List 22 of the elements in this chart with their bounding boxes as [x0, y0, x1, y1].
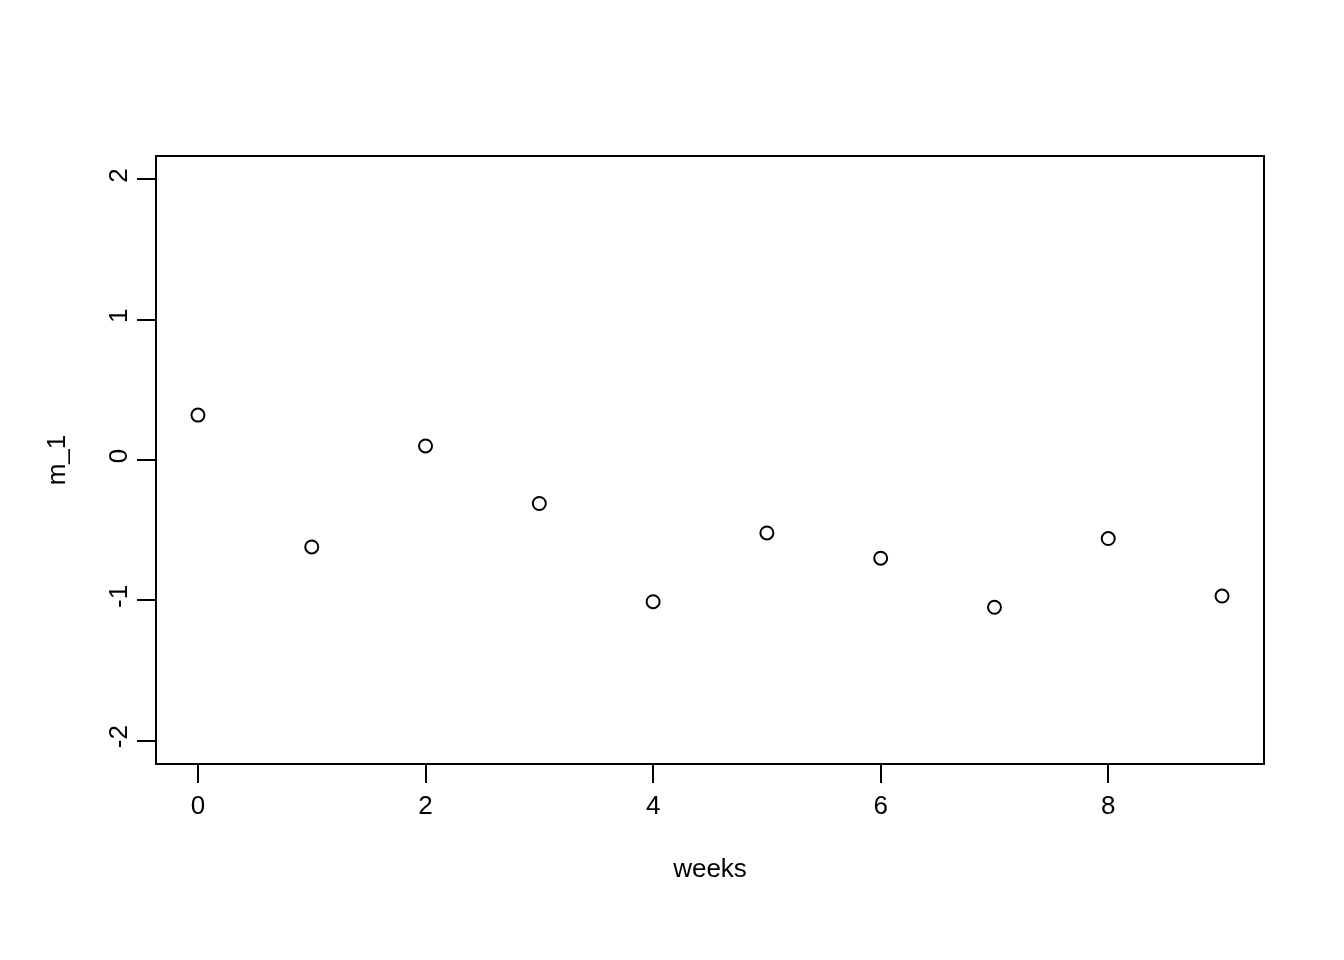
- y-tick-label: 1: [102, 308, 133, 324]
- point: [873, 550, 889, 566]
- y-axis-title: m_1: [40, 434, 71, 486]
- point: [1100, 531, 1116, 547]
- point: [304, 539, 320, 555]
- point: [190, 407, 206, 423]
- y-tick-label: -1: [102, 584, 133, 608]
- x-tick-label: 4: [645, 789, 661, 820]
- point: [759, 525, 775, 541]
- point: [986, 599, 1002, 615]
- point: [531, 495, 547, 511]
- y-tick-label: -2: [102, 725, 133, 749]
- y-tick-label: 0: [102, 448, 133, 464]
- x-tick-label: 0: [190, 789, 206, 820]
- point: [1214, 588, 1230, 604]
- x-axis-title: weeks: [672, 853, 747, 884]
- point: [418, 438, 434, 454]
- x-tick-label: 2: [418, 789, 433, 820]
- x-tick-label: 6: [873, 789, 888, 820]
- y-tick-label: 2: [102, 168, 133, 183]
- x-tick-label: 8: [1101, 789, 1116, 820]
- point: [645, 594, 661, 610]
